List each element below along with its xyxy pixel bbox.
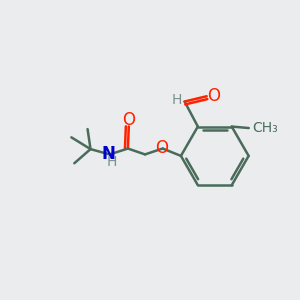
Text: CH₃: CH₃ bbox=[252, 121, 278, 135]
Text: H: H bbox=[171, 93, 182, 107]
Text: O: O bbox=[122, 111, 135, 129]
Text: N: N bbox=[101, 145, 115, 163]
Text: H: H bbox=[106, 155, 117, 169]
Text: O: O bbox=[155, 139, 168, 157]
Text: O: O bbox=[207, 87, 220, 105]
